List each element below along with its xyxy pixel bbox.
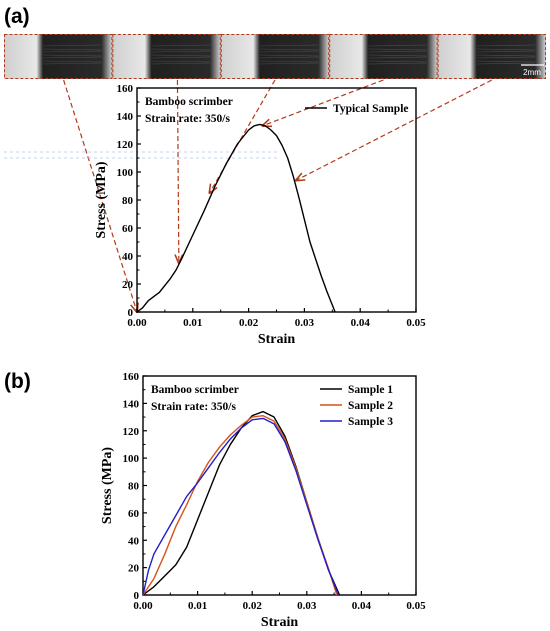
chart-a: 0.00 0.01 0.02 0.03 0.04 0.05 0 20 40 60 80 100 120 1… [94,83,426,347]
y-tick-label: 160 [117,83,134,95]
annotation-line: Bamboo scrimber [145,96,233,108]
correspondence-arrow [296,79,493,180]
correspondence-arrow [263,79,384,126]
correspondence-arrows [4,79,493,312]
legend-label: Sample 3 [348,416,393,428]
strip-frame-border [437,34,547,79]
x-tick-label: 0.03 [297,600,317,612]
x-tick-label: 0.02 [243,600,263,612]
strip-frame [437,34,546,79]
strip-frame [112,34,221,79]
y-tick-label: 140 [123,398,140,410]
scale-bar-label: 2mm [523,68,541,77]
y-tick-label: 100 [117,167,134,179]
y-axis-title: Stress (MPa) [100,447,115,524]
y-tick-label: 120 [123,426,140,438]
x-tick-label: 0.04 [352,600,372,612]
x-tick-label: 0.05 [406,317,426,329]
annotation-line: Bamboo scrimber [151,384,239,396]
legend-label: Sample 1 [348,384,393,396]
legend-label: Sample 2 [348,400,393,412]
x-tick-label: 0.00 [127,317,147,329]
y-tick-label: 0 [134,590,140,602]
annotation-line: Strain rate: 350/s [145,113,230,125]
y-tick-label: 0 [128,307,134,319]
series-line-2 [142,414,338,596]
chart-b: 0.00 0.01 0.02 0.03 0.04 0.05 0 20 40 60 80 100 120 1… [100,371,426,630]
strip-frame-border [329,34,438,79]
strip-frame-border [220,34,330,79]
x-tick-label: 0.04 [351,317,371,329]
series-line-3 [142,417,340,596]
annotation-line: Strain rate: 350/s [151,401,236,413]
panel-label-a: (a) [4,5,30,28]
x-tick-label: 0.00 [133,600,153,612]
x-tick-label: 0.05 [406,600,426,612]
series-line-1 [136,123,336,313]
strip-frame [4,34,113,79]
correspondence-arrow [177,79,178,263]
high-speed-image-strip: 2mm [4,34,547,79]
panel-label-b: (b) [4,370,31,393]
x-axis-title: Strain [258,332,296,347]
y-tick-label: 80 [128,481,140,493]
y-tick-label: 120 [117,139,134,151]
x-tick-label: 0.01 [183,317,202,329]
y-tick-label: 80 [122,195,134,207]
y-tick-label: 100 [123,453,140,465]
x-tick-label: 0.01 [188,600,207,612]
strip-frame [329,34,438,79]
y-tick-label: 40 [122,251,134,263]
x-tick-label: 0.03 [295,317,315,329]
y-tick-label: 160 [123,371,140,383]
y-tick-label: 60 [122,223,134,235]
strip-frame [220,34,330,79]
y-tick-label: 60 [128,508,140,520]
y-tick-label: 40 [128,535,140,547]
strip-frame-border [4,34,113,79]
correspondence-arrow [63,79,137,312]
strip-frame-border [112,34,221,79]
y-axis-title: Stress (MPa) [94,161,109,238]
y-tick-label: 20 [122,279,134,291]
x-tick-label: 0.02 [239,317,259,329]
y-tick-label: 20 [128,563,140,575]
x-axis-title: Strain [261,615,299,630]
legend-label: Typical Sample [333,103,409,115]
series-line-1 [142,410,341,596]
y-tick-label: 140 [117,111,134,123]
